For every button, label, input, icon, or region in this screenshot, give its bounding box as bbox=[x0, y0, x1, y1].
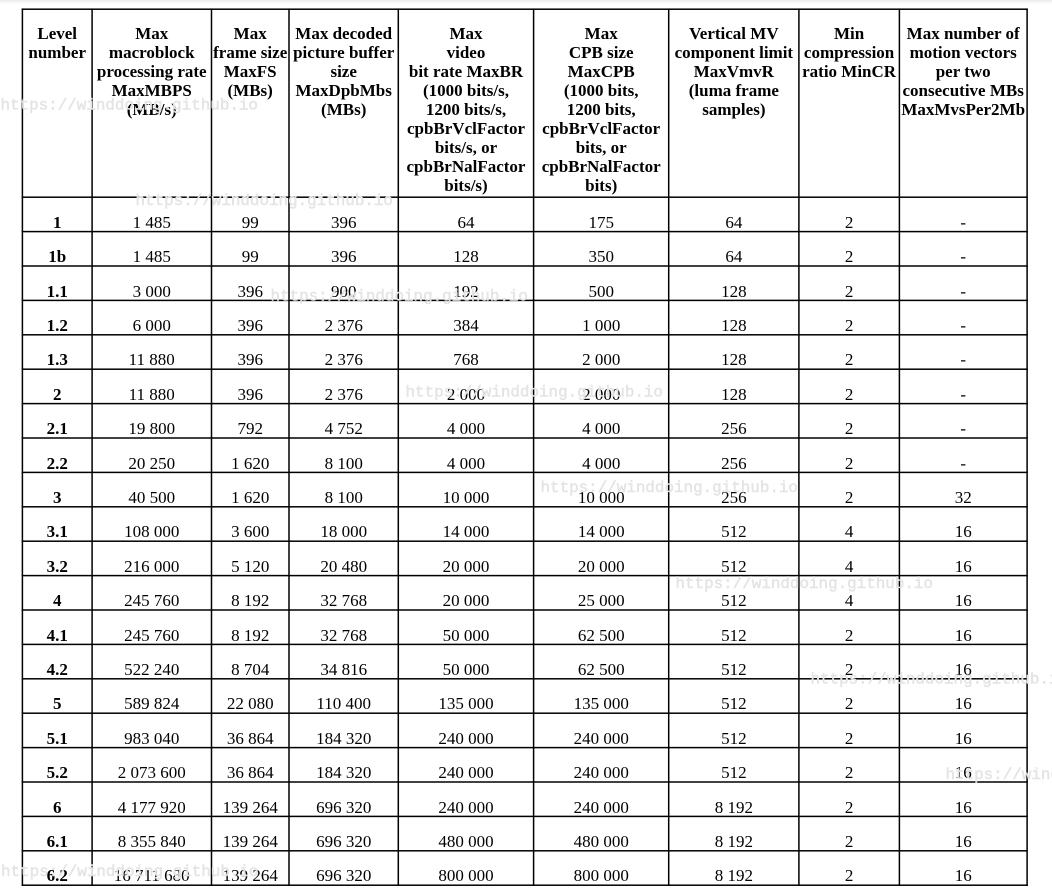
svg-text:https://winddoing.github.io: https://winddoing.github.io bbox=[676, 575, 933, 593]
svg-text:https://winddoing.github.io: https://winddoing.github.io bbox=[541, 479, 798, 497]
svg-text:https://winddoing.github.io: https://winddoing.github.io bbox=[1, 863, 258, 881]
svg-text:https://winddoing.github.io: https://winddoing.github.io bbox=[811, 671, 1052, 689]
svg-text:https://winddoing.github.io: https://winddoing.github.io bbox=[946, 766, 1052, 784]
svg-text:https://winddoing.github.io: https://winddoing.github.io bbox=[271, 288, 528, 306]
svg-text:https://winddoing.github.io: https://winddoing.github.io bbox=[1, 96, 258, 114]
svg-text:https://winddoing.github.io: https://winddoing.github.io bbox=[406, 383, 663, 401]
svg-text:https://winddoing.github.io: https://winddoing.github.io bbox=[136, 192, 393, 210]
